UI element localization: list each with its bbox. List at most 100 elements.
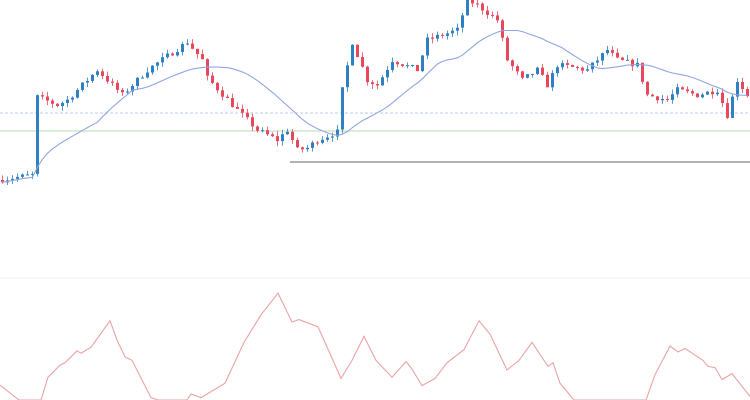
candle-up — [131, 86, 134, 92]
candle-down — [666, 98, 669, 100]
candle-down — [726, 103, 729, 118]
candle-down — [486, 10, 489, 15]
candle-up — [331, 136, 334, 138]
candle-up — [151, 65, 154, 73]
candle-up — [181, 44, 184, 52]
candle-down — [521, 71, 524, 78]
candle-up — [466, 0, 469, 16]
candle-up — [411, 65, 414, 67]
candle-down — [416, 65, 419, 72]
candle-down — [241, 108, 244, 113]
candle-down — [256, 126, 259, 131]
candle-down — [506, 37, 509, 61]
candle-up — [161, 57, 164, 63]
candle-up — [456, 27, 459, 31]
candle-up — [336, 129, 339, 137]
candle-down — [191, 43, 194, 49]
candle-down — [681, 87, 684, 90]
candle-down — [301, 147, 304, 150]
candle-up — [136, 77, 139, 87]
candle-up — [736, 81, 739, 97]
candle-up — [661, 98, 664, 101]
candle-down — [396, 62, 399, 65]
candle-up — [176, 51, 179, 56]
candle-up — [36, 95, 39, 174]
candle-up — [436, 34, 439, 39]
candle-down — [271, 134, 274, 137]
candle-up — [706, 91, 709, 95]
candle-down — [566, 63, 569, 66]
candle-up — [421, 55, 424, 72]
candle-down — [691, 91, 694, 94]
candle-down — [221, 90, 224, 97]
candle-down — [646, 81, 649, 95]
candle-down — [711, 91, 714, 95]
candle-up — [286, 131, 289, 135]
candle-down — [246, 112, 249, 118]
moving-average-line — [2, 29, 748, 183]
candle-down — [651, 94, 654, 97]
candle-up — [731, 96, 734, 118]
candle-down — [616, 52, 619, 58]
candle-up — [381, 77, 384, 86]
candle-down — [226, 96, 229, 99]
candle-up — [671, 94, 674, 100]
candle-down — [296, 140, 299, 148]
candle-down — [401, 64, 404, 66]
candle-down — [356, 44, 359, 58]
oscillator-panel — [0, 292, 750, 400]
candle-down — [106, 76, 109, 82]
candle-down — [216, 82, 219, 91]
candle-down — [516, 66, 519, 72]
candle-down — [741, 81, 744, 90]
candle-down — [441, 34, 444, 36]
candle-down — [376, 84, 379, 86]
candle-down — [51, 100, 54, 104]
candle-up — [141, 77, 144, 79]
candle-up — [346, 65, 349, 88]
candle-up — [26, 174, 29, 176]
candle-down — [656, 96, 659, 101]
candle-down — [171, 53, 174, 56]
candle-down — [121, 89, 124, 93]
candle-up — [386, 69, 389, 78]
candle-down — [571, 65, 574, 67]
candle-up — [451, 30, 454, 34]
candle-down — [696, 93, 699, 98]
candle-up — [626, 59, 629, 61]
candle-up — [96, 71, 99, 75]
candle-down — [316, 142, 319, 144]
candle-up — [586, 69, 589, 71]
candle-up — [406, 65, 409, 67]
candle-up — [261, 130, 264, 132]
candle-down — [46, 96, 49, 101]
candle-up — [156, 62, 159, 66]
candle-up — [536, 67, 539, 74]
candle-up — [716, 92, 719, 95]
candle-up — [446, 33, 449, 36]
candle-down — [511, 60, 514, 67]
candle-up — [531, 73, 534, 75]
candle-up — [31, 173, 34, 175]
candle-down — [111, 81, 114, 83]
candle-down — [56, 103, 59, 107]
candle-up — [701, 94, 704, 98]
candle-down — [431, 37, 434, 39]
candle-up — [61, 102, 64, 107]
candle-down — [231, 98, 234, 108]
candle-up — [341, 87, 344, 130]
candle-up — [16, 176, 19, 179]
candle-up — [81, 82, 84, 90]
candle-down — [686, 89, 689, 92]
candle-up — [166, 53, 169, 58]
candle-down — [621, 57, 624, 60]
candle-down — [476, 3, 479, 5]
candle-up — [86, 80, 89, 83]
candle-up — [71, 97, 74, 100]
candle-up — [606, 49, 609, 54]
candle-down — [291, 131, 294, 141]
oscillator-line — [0, 292, 750, 400]
candle-down — [631, 59, 634, 67]
candle-down — [501, 20, 504, 38]
candle-down — [41, 95, 44, 97]
